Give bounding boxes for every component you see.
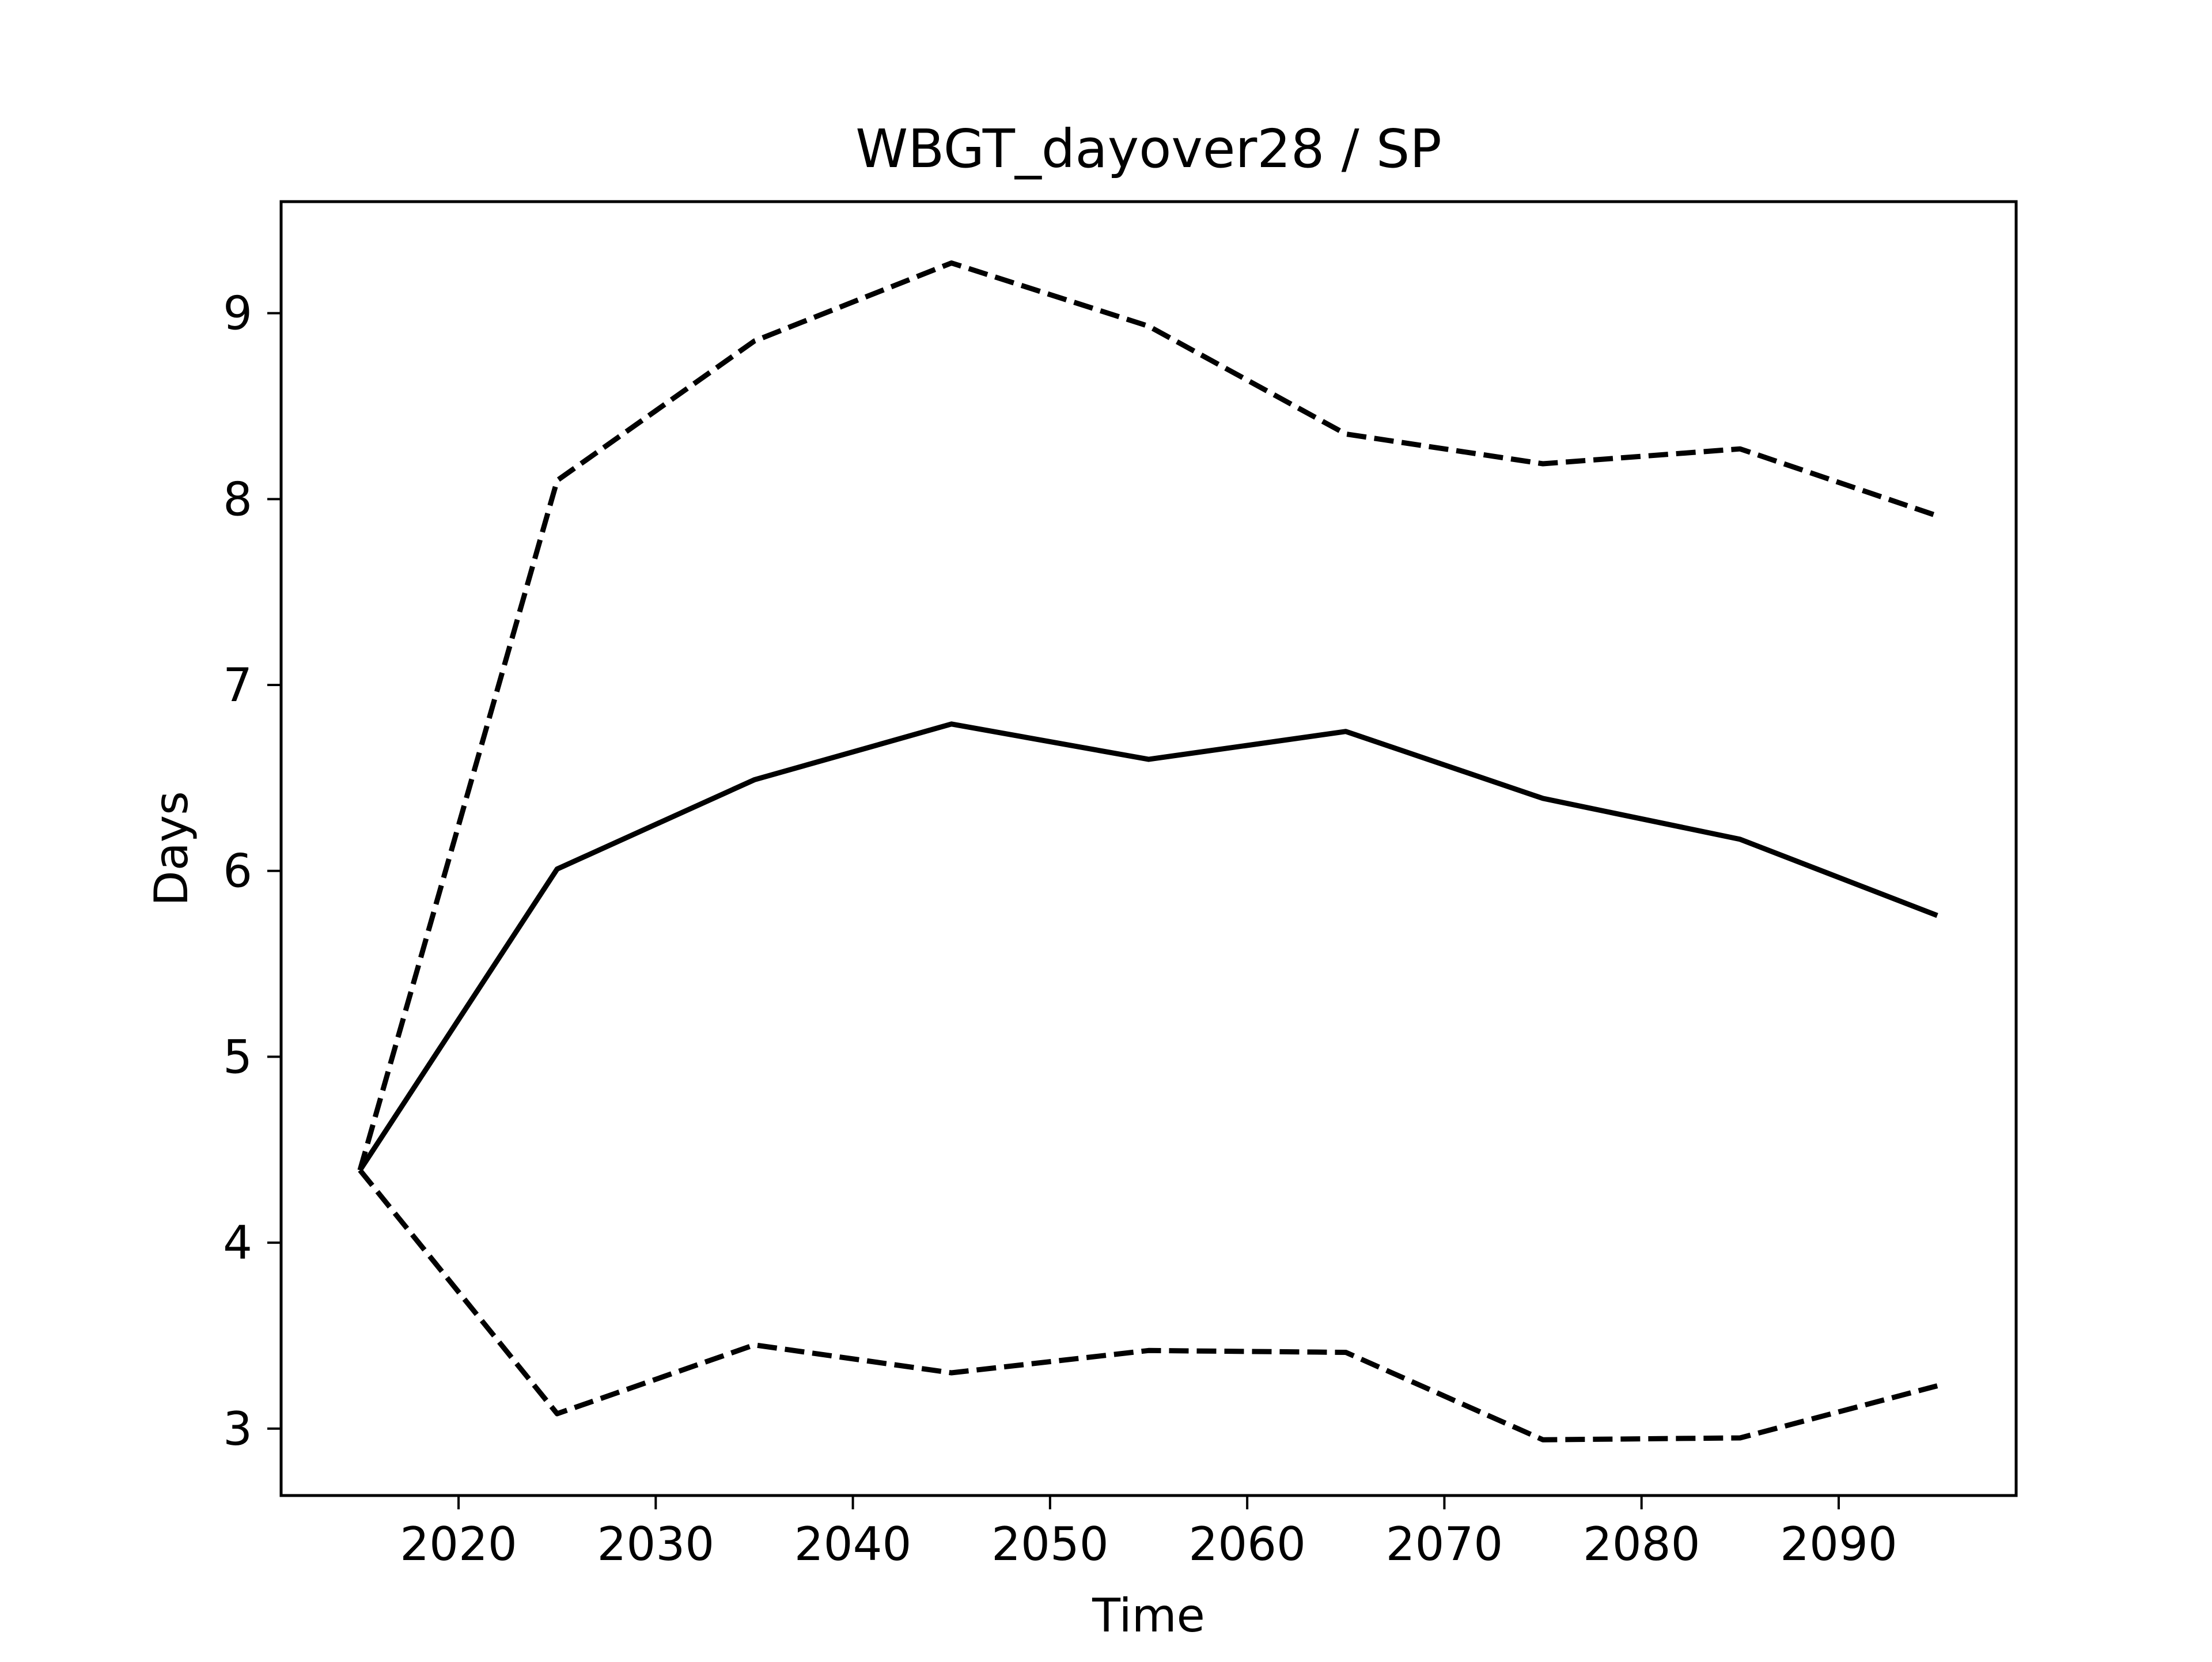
y-tick-label: 8 bbox=[223, 472, 252, 526]
solid-series-line bbox=[358, 721, 1938, 1172]
dashed-series-line-1 bbox=[357, 260, 1938, 1171]
dashed-series-line-2 bbox=[358, 1168, 1938, 1443]
y-axis-ticks: 3 4 5 6 7 8 9 bbox=[223, 287, 281, 1456]
x-tick-label: 2080 bbox=[1583, 1517, 1700, 1571]
y-tick-label: 9 bbox=[223, 287, 252, 340]
x-tick-label: 2030 bbox=[597, 1517, 715, 1571]
x-axis-label: Time bbox=[1092, 1589, 1205, 1642]
x-tick-label: 2060 bbox=[1188, 1517, 1306, 1571]
x-tick-label: 2020 bbox=[400, 1517, 517, 1571]
x-tick-label: 2070 bbox=[1386, 1517, 1503, 1571]
y-tick-label: 6 bbox=[223, 845, 252, 898]
y-axis-label: Days bbox=[145, 791, 198, 906]
x-tick-label: 2050 bbox=[991, 1517, 1109, 1571]
x-tick-label: 2090 bbox=[1780, 1517, 1897, 1571]
plot-area bbox=[357, 260, 1938, 1443]
plot-frame bbox=[279, 200, 2018, 1497]
x-tick-label: 2040 bbox=[794, 1517, 912, 1571]
y-tick-label: 3 bbox=[223, 1402, 252, 1456]
chart-title: WBGT_dayover28 / SP bbox=[855, 118, 1441, 180]
y-tick-label: 4 bbox=[223, 1216, 252, 1270]
y-tick-label: 5 bbox=[223, 1030, 252, 1084]
y-tick-label: 7 bbox=[223, 658, 252, 712]
x-axis-ticks: 2020 2030 2040 2050 2060 2070 2080 2090 bbox=[400, 1496, 1897, 1571]
